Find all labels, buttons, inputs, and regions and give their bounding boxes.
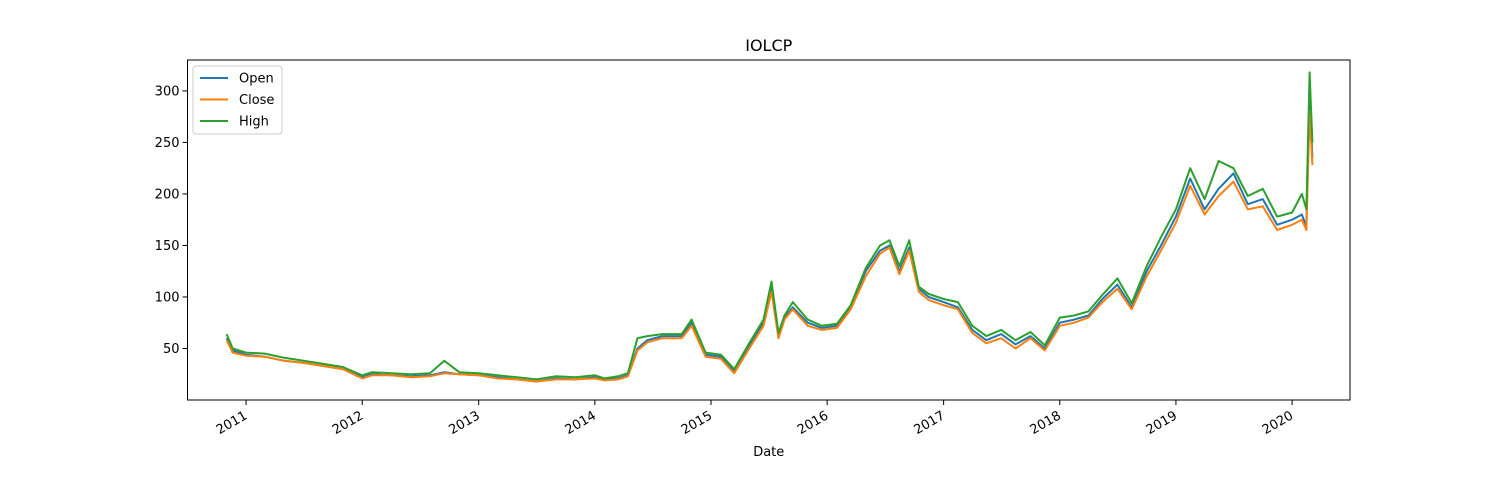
x-axis-ticks: 2011 2012 2013 2014 2015 2016 2017 2018 2019 2020 <box>214 400 1296 438</box>
legend-label-open: Open <box>239 72 274 87</box>
x-tick-label: 2012 <box>330 408 366 438</box>
x-tick-label: 2011 <box>214 408 250 438</box>
y-tick-label: 200 <box>155 187 180 202</box>
y-tick-label: 250 <box>155 136 180 151</box>
series-line-open <box>225 84 1314 383</box>
series-line-close <box>225 110 1314 383</box>
plot-frame <box>187 59 1351 401</box>
x-tick-label: 2013 <box>447 408 483 438</box>
legend-label-close: Close <box>239 93 274 108</box>
plot-background <box>187 60 1350 400</box>
chart-title: IOLCP <box>745 36 792 55</box>
y-tick-label: 150 <box>155 239 180 254</box>
legend-label-high: High <box>239 115 269 130</box>
y-tick-label: 300 <box>155 84 180 99</box>
y-tick-label: 100 <box>155 290 180 305</box>
x-tick-label: 2017 <box>911 408 947 438</box>
x-tick-label: 2015 <box>679 408 715 438</box>
series-layer <box>225 71 1314 383</box>
legend-box <box>192 65 283 135</box>
series-line-high <box>225 71 1314 381</box>
x-tick-label: 2016 <box>795 408 831 438</box>
x-tick-label: 2020 <box>1260 408 1296 438</box>
y-tick-label: 50 <box>163 342 180 357</box>
x-tick-label: 2014 <box>563 408 599 438</box>
x-tick-label: 2019 <box>1144 408 1180 438</box>
y-axis-ticks: 50 100 150 200 250 300 <box>155 84 188 357</box>
legend: Open Close High <box>192 65 283 135</box>
x-axis-title: Date <box>753 445 784 460</box>
x-tick-label: 2018 <box>1028 408 1064 438</box>
